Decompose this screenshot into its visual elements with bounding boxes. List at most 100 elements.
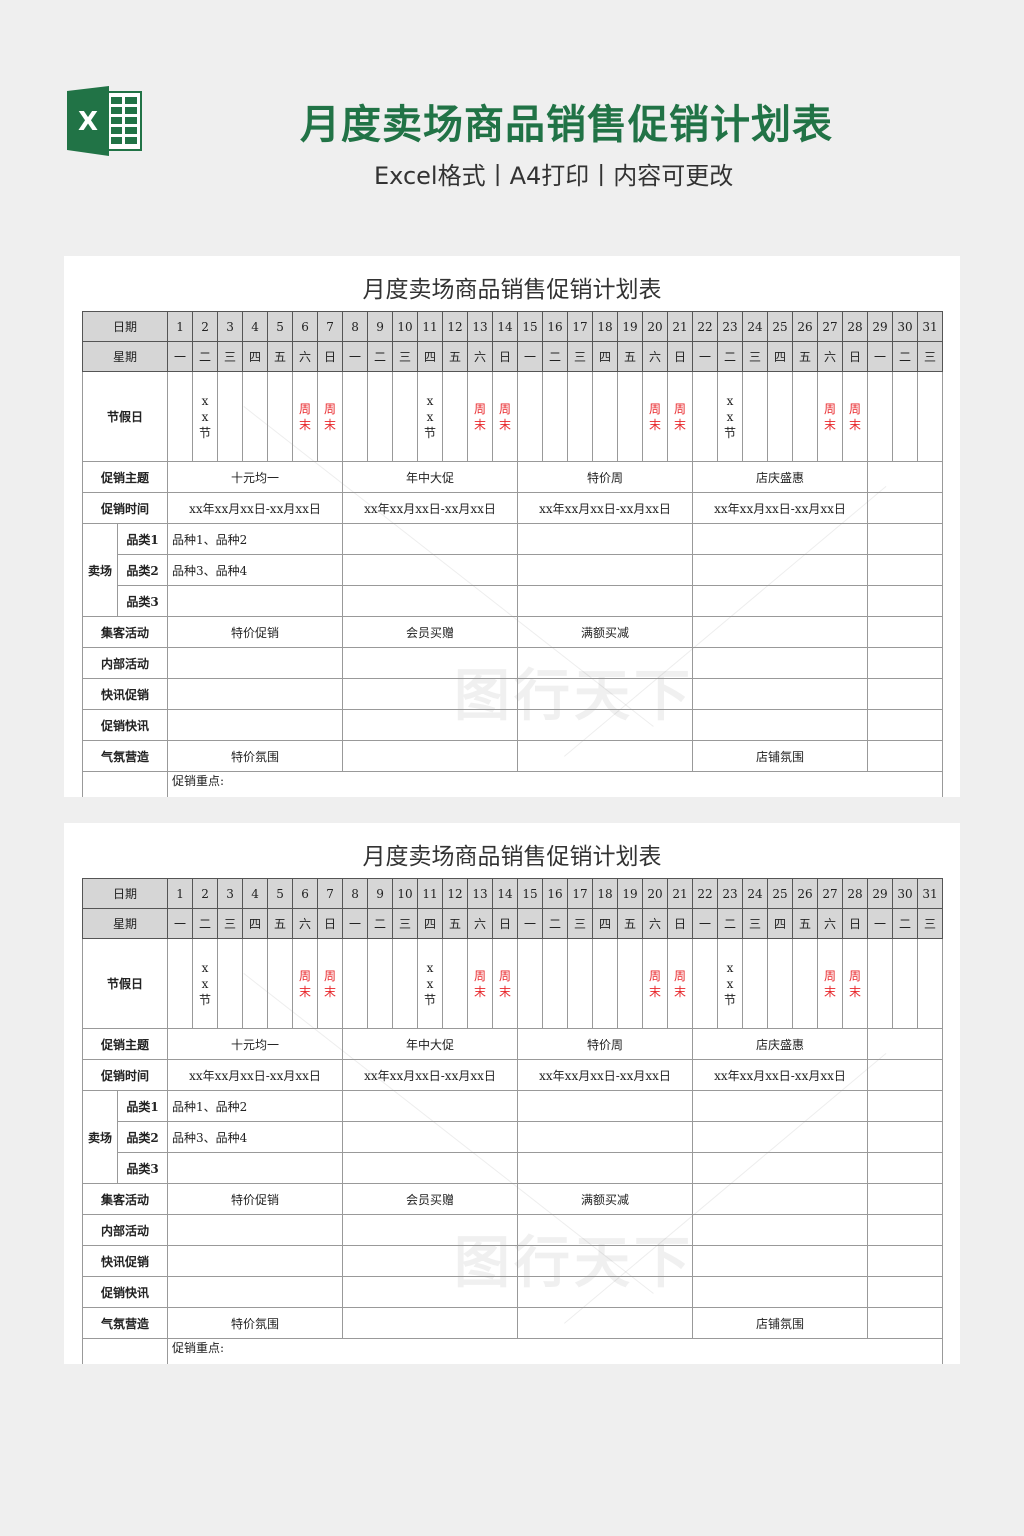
plan-cell <box>167 678 344 710</box>
weekday-cell: 六 <box>292 341 319 372</box>
weekday-cell: 日 <box>667 908 694 939</box>
holiday-cell <box>742 938 769 1029</box>
day-cell: 28 <box>842 878 869 909</box>
plan-cell: 特价周 <box>517 461 694 493</box>
day-cell: 4 <box>242 878 269 909</box>
holiday-cell <box>917 371 944 462</box>
weekday-cell: 四 <box>242 908 269 939</box>
plan-cell <box>517 678 694 710</box>
day-cell: 10 <box>392 311 419 342</box>
holiday-cell <box>342 938 369 1029</box>
holiday-cell <box>917 938 944 1029</box>
svg-text:X: X <box>78 107 98 137</box>
weekday-cell: 四 <box>767 908 794 939</box>
day-cell: 13 <box>467 311 494 342</box>
focus-label: 促销重点: <box>167 1338 944 1364</box>
holiday-cell <box>567 371 594 462</box>
weekday-cell: 二 <box>192 908 219 939</box>
plan-cell <box>517 1245 694 1277</box>
category-cell <box>342 1090 519 1122</box>
holiday-cell <box>592 371 619 462</box>
plan-cell: 店铺氛围 <box>692 740 869 772</box>
category-cell <box>867 554 944 586</box>
weekday-cell: 日 <box>492 341 519 372</box>
holiday-cell <box>617 371 644 462</box>
weekday-cell: 日 <box>842 341 869 372</box>
plan-cell <box>167 1245 344 1277</box>
row-label: 促销主题 <box>81 461 169 493</box>
holiday-cell: 周 末 <box>467 938 494 1029</box>
category-cell <box>517 1090 694 1122</box>
day-cell: 18 <box>592 878 619 909</box>
focus-row: 促销重点: <box>81 771 944 797</box>
holiday-cell <box>242 371 269 462</box>
weekday-cell: 五 <box>442 341 469 372</box>
holiday-cell: 周 末 <box>842 938 869 1029</box>
holiday-cell <box>867 938 894 1029</box>
plan-cell <box>167 709 344 741</box>
plan-cell <box>867 1245 944 1277</box>
category-cell <box>517 554 694 586</box>
weekday-cell: 四 <box>417 341 444 372</box>
date-row: 日期 1 2 3 4 5 6 7 8 9 10 11 12 13 14 15 16 17 18 19 20 21 22 23 2… <box>81 311 944 342</box>
category-cell <box>517 1152 694 1184</box>
category-cell <box>692 1121 869 1153</box>
sheet-preview-2: 月度卖场商品销售促销计划表 图行天下 日期 1 2 3 4 5 6 7 8 9 10 11 12 13 14 15… <box>64 823 960 1364</box>
weekday-cell: 一 <box>692 341 719 372</box>
day-cell: 30 <box>892 311 919 342</box>
weekday-cell: 一 <box>867 908 894 939</box>
weekday-label: 星期 <box>81 908 169 939</box>
holiday-cell: 周 末 <box>667 371 694 462</box>
holiday-cell <box>742 371 769 462</box>
plan-cell: 年中大促 <box>342 1028 519 1060</box>
weekday-row: 星期一二三四五六日一二三四五六日一二三四五六日一二三四五六日一二三 <box>81 908 944 939</box>
plan-cell <box>342 678 519 710</box>
row-label: 内部活动 <box>81 1214 169 1246</box>
holiday-cell <box>242 938 269 1029</box>
weekday-cell: 三 <box>917 341 944 372</box>
category-cell: 品种1、品种2 <box>167 523 344 555</box>
row-label: 促销快讯 <box>81 1276 169 1308</box>
holiday-cell <box>892 371 919 462</box>
plan-cell <box>167 1276 344 1308</box>
plan-cell <box>342 647 519 679</box>
category-cell: 品种3、品种4 <box>167 1121 344 1153</box>
holiday-row: 节假日 xx 节周 末周 末 xx 节周 末周 末周 末周 末 xx 节周 末周 末 <box>81 371 944 462</box>
day-cell: 11 <box>417 878 444 909</box>
day-cell: 19 <box>617 311 644 342</box>
plan-cell <box>167 1214 344 1246</box>
plan-cell: 会员买赠 <box>342 616 519 648</box>
plan-cell <box>342 1214 519 1246</box>
holiday-cell <box>792 371 819 462</box>
day-cell: 25 <box>767 878 794 909</box>
category-row: 卖场 品类1 品种1、品种2 <box>82 523 944 617</box>
holiday-cell: 周 末 <box>317 938 344 1029</box>
weekday-cell: 一 <box>517 341 544 372</box>
holiday-cell <box>867 371 894 462</box>
plan-cell <box>867 678 944 710</box>
day-cell: 8 <box>342 311 369 342</box>
day-cell: 26 <box>792 311 819 342</box>
holiday-text: 周 末 <box>324 401 337 432</box>
holiday-cell: 周 末 <box>292 371 319 462</box>
weekday-cell: 五 <box>267 908 294 939</box>
holiday-cell: 周 末 <box>842 371 869 462</box>
day-cell: 24 <box>742 311 769 342</box>
weekday-cell: 六 <box>642 341 669 372</box>
weekday-cell: 一 <box>692 908 719 939</box>
day-cell: 14 <box>492 311 519 342</box>
plan-cell <box>867 709 944 741</box>
category-cell <box>517 1121 694 1153</box>
plan-cell: 满额买减 <box>517 616 694 648</box>
excel-icon: X <box>67 86 142 156</box>
day-cell: 16 <box>542 878 569 909</box>
plan-row: 气氛营造 特价氛围 店铺氛围 <box>81 740 944 772</box>
category-cell <box>342 1121 519 1153</box>
day-cell: 11 <box>417 311 444 342</box>
holiday-text: xx 节 <box>724 960 737 1007</box>
day-cell: 25 <box>767 311 794 342</box>
category-cell <box>867 1090 944 1122</box>
plan-row: 快讯促销 <box>81 678 944 710</box>
day-cell: 2 <box>192 878 219 909</box>
day-cell: 3 <box>217 878 244 909</box>
